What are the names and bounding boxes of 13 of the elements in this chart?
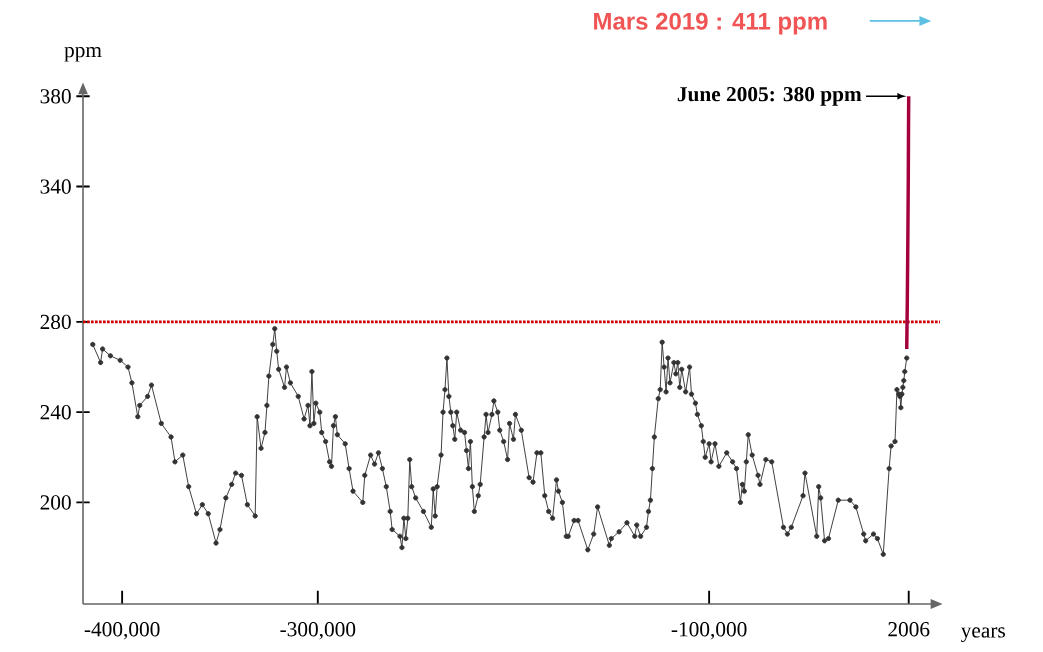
y-axis-title: ppm — [64, 47, 102, 62]
x-tick-label: -400,000 — [84, 622, 160, 640]
x-tick-label: 2006 — [888, 622, 930, 637]
y-tick-label: 340 — [40, 179, 71, 194]
y-tick-label: 380 — [40, 89, 71, 104]
y-tick-label: 240 — [40, 405, 71, 420]
x-tick-label: -100,000 — [671, 622, 747, 640]
x-tick-label: -300,000 — [280, 622, 356, 640]
text: Mars 2019 : 411 ppm — [594, 12, 827, 35]
annotation: June 2005: 380 ppm — [677, 86, 862, 106]
y-tick-label: 200 — [40, 495, 71, 510]
y-tick-label: 280 — [40, 314, 71, 330]
x-axis-title: years — [960, 627, 1005, 643]
